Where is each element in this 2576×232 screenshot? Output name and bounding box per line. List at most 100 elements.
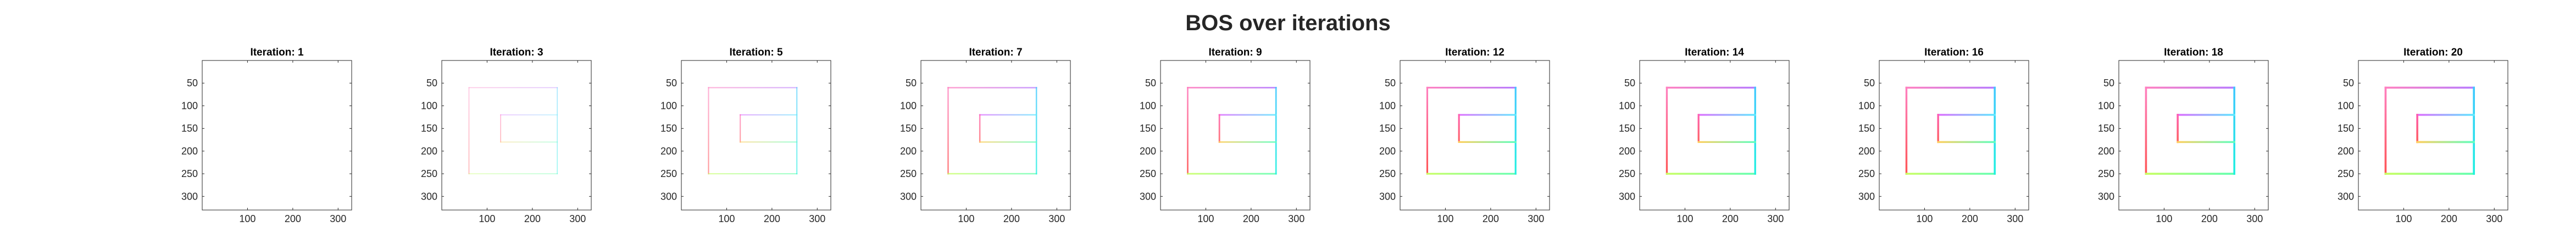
y-tick-label: 100 — [1379, 100, 1396, 111]
y-tick-label: 200 — [1619, 146, 1635, 157]
y-tick-label: 200 — [1379, 146, 1396, 157]
y-tick-label: 250 — [1858, 168, 1875, 179]
y-tick-label: 200 — [900, 146, 917, 157]
x-tick-label: 300 — [1288, 213, 1304, 224]
x-tick-label: 300 — [2246, 213, 2263, 224]
y-tick-label: 150 — [1379, 123, 1396, 134]
x-tick-label: 300 — [2007, 213, 2023, 224]
panel-8: Iteration: 16 100 200 300 50 100 150 200 250 300 — [1858, 47, 2029, 224]
y-tick-label: 200 — [2338, 146, 2354, 157]
y-tick-label: 100 — [1858, 100, 1875, 111]
figure-title: BOS over iterations — [1185, 11, 1390, 35]
x-tick-label: 100 — [718, 213, 735, 224]
y-tick-label: 100 — [421, 100, 437, 111]
axes-box — [2118, 60, 2269, 211]
y-tick-label: 150 — [2338, 123, 2354, 134]
x-tick-label: 200 — [524, 213, 541, 224]
panel-7: Iteration: 14 100 200 300 50 100 150 200 250 300 — [1619, 47, 1790, 224]
panel-4: Iteration: 7 100 200 300 50 100 150 200 250 300 — [900, 47, 1071, 224]
x-tick-label: 100 — [958, 213, 974, 224]
y-tick-label: 150 — [1858, 123, 1875, 134]
x-tick-label: 200 — [2441, 213, 2457, 224]
y-tick-label: 100 — [900, 100, 917, 111]
x-tick-label: 300 — [1048, 213, 1065, 224]
y-tick-label: 200 — [1140, 146, 1156, 157]
y-tick-label: 100 — [1619, 100, 1635, 111]
x-tick-label: 200 — [1962, 213, 1978, 224]
y-tick-label: 50 — [1385, 78, 1396, 89]
panel-9: Iteration: 18 100 200 300 50 100 150 200 250 300 — [2098, 47, 2269, 224]
x-tick-label: 300 — [809, 213, 825, 224]
y-tick-label: 300 — [2338, 191, 2354, 202]
panel-10: Iteration: 20 100 200 300 50 100 150 200 250 300 — [2338, 47, 2508, 224]
y-tick-label: 300 — [900, 191, 917, 202]
y-tick-label: 100 — [2098, 100, 2114, 111]
x-tick-label: 300 — [1767, 213, 1784, 224]
y-tick-label: 100 — [2338, 100, 2354, 111]
y-tick-label: 50 — [426, 78, 437, 89]
y-tick-label: 300 — [1619, 191, 1635, 202]
x-tick-label: 100 — [2395, 213, 2412, 224]
y-tick-label: 250 — [2098, 168, 2114, 179]
panel-title: Iteration: 1 — [250, 47, 304, 58]
y-tick-label: 250 — [2338, 168, 2354, 179]
x-tick-label: 100 — [1916, 213, 1933, 224]
axes-box — [681, 60, 831, 211]
y-tick-label: 150 — [421, 123, 437, 134]
panel-title: Iteration: 12 — [1445, 47, 1504, 58]
y-tick-label: 150 — [1619, 123, 1635, 134]
y-tick-label: 250 — [900, 168, 917, 179]
y-tick-label: 100 — [660, 100, 677, 111]
axes-box — [1639, 60, 1790, 211]
axes-box — [1160, 60, 1311, 211]
axes-box — [202, 60, 352, 211]
axes-box — [2358, 60, 2508, 211]
panel-2: Iteration: 3 100 200 300 50 100 150 200 250 300 — [421, 47, 592, 224]
y-tick-label: 50 — [666, 78, 677, 89]
y-tick-label: 300 — [1140, 191, 1156, 202]
x-tick-label: 300 — [569, 213, 586, 224]
y-tick-label: 300 — [1858, 191, 1875, 202]
x-tick-label: 200 — [1483, 213, 1499, 224]
y-tick-label: 50 — [2103, 78, 2114, 89]
x-tick-label: 100 — [1197, 213, 1214, 224]
x-tick-label: 200 — [1243, 213, 1259, 224]
y-tick-label: 250 — [1379, 168, 1396, 179]
y-tick-label: 250 — [1140, 168, 1156, 179]
y-tick-label: 300 — [1379, 191, 1396, 202]
x-tick-label: 100 — [239, 213, 256, 224]
y-tick-label: 200 — [660, 146, 677, 157]
y-tick-label: 150 — [900, 123, 917, 134]
y-tick-label: 200 — [1858, 146, 1875, 157]
panel-5: Iteration: 9 100 200 300 50 100 150 200 250 300 — [1140, 47, 1311, 224]
panel-3: Iteration: 5 100 200 300 50 100 150 200 250 300 — [660, 47, 831, 224]
y-tick-label: 50 — [2343, 78, 2354, 89]
x-tick-label: 200 — [1722, 213, 1739, 224]
y-tick-label: 200 — [421, 146, 437, 157]
axes-box — [1879, 60, 2029, 211]
x-tick-label: 100 — [1437, 213, 1453, 224]
y-tick-label: 250 — [1619, 168, 1635, 179]
x-tick-label: 100 — [2156, 213, 2172, 224]
y-tick-label: 50 — [187, 78, 198, 89]
y-tick-label: 50 — [906, 78, 917, 89]
axes-box — [1400, 60, 1550, 211]
y-tick-label: 250 — [421, 168, 437, 179]
y-tick-label: 50 — [1864, 78, 1875, 89]
x-tick-label: 200 — [1003, 213, 1020, 224]
panel-title: Iteration: 9 — [1208, 47, 1262, 58]
panel-title: Iteration: 20 — [2403, 47, 2463, 58]
y-tick-label: 50 — [1624, 78, 1635, 89]
panel-title: Iteration: 16 — [1924, 47, 1984, 58]
y-tick-label: 200 — [181, 146, 198, 157]
y-tick-label: 100 — [1140, 100, 1156, 111]
y-tick-label: 300 — [181, 191, 198, 202]
y-tick-label: 150 — [2098, 123, 2114, 134]
x-tick-label: 200 — [285, 213, 301, 224]
panel-1: Iteration: 1 100 200 300 50 100 150 200 250 300 — [181, 47, 352, 224]
y-tick-label: 200 — [2098, 146, 2114, 157]
x-tick-label: 300 — [330, 213, 346, 224]
panel-title: Iteration: 5 — [729, 47, 783, 58]
x-tick-label: 300 — [1528, 213, 1544, 224]
